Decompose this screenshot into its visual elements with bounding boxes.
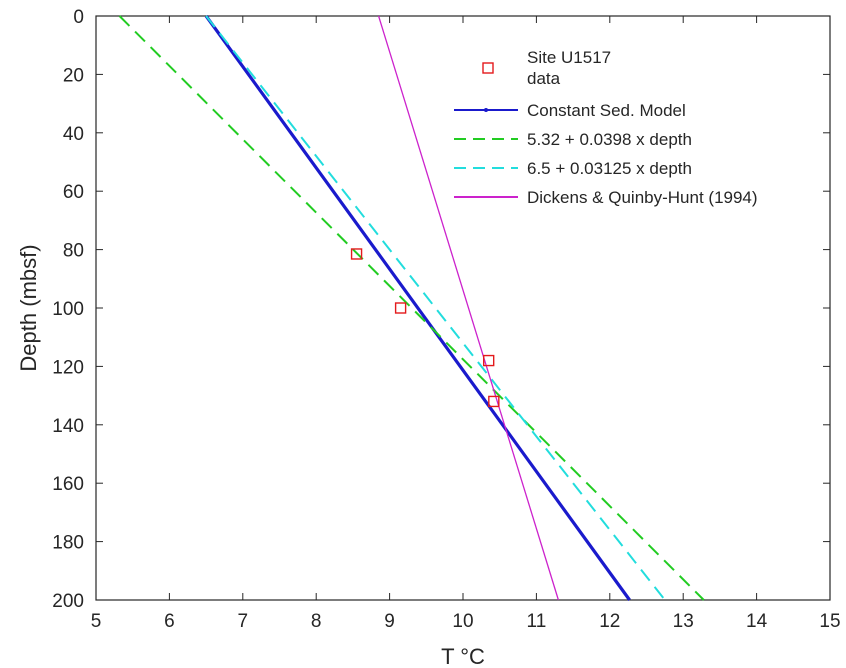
y-tick-label: 200 [52, 591, 84, 612]
legend-item: 5.32 + 0.0398 x depth [454, 130, 692, 149]
x-axis-label: T °C [441, 644, 485, 668]
y-tick-label: 180 [52, 533, 84, 554]
y-axis-label: Depth (mbsf) [16, 244, 41, 371]
y-tick-label: 120 [52, 357, 84, 378]
x-tick-label: 5 [91, 611, 102, 632]
legend-label: data [527, 69, 561, 88]
y-tick-label: 140 [52, 416, 84, 437]
legend-swatch-dot [484, 108, 488, 112]
x-tick-label: 11 [527, 611, 547, 632]
x-tick-label: 10 [452, 611, 473, 632]
x-tick-label: 7 [238, 611, 249, 632]
data-point [482, 354, 495, 367]
data-point [488, 395, 500, 408]
y-tick-label: 40 [63, 124, 84, 145]
x-tick-label: 8 [311, 611, 322, 632]
series-line-4 [377, 15, 560, 601]
y-tick-label: 60 [63, 182, 84, 203]
legend-label: Dickens & Quinby-Hunt (1994) [527, 188, 758, 207]
x-tick-label: 15 [819, 611, 840, 632]
x-tick-label: 13 [673, 611, 694, 632]
series-line-3 [205, 15, 666, 601]
x-tick-label: 6 [164, 611, 175, 632]
series-line-1 [204, 15, 631, 601]
legend-item: Dickens & Quinby-Hunt (1994) [454, 188, 758, 207]
y-tick-label: 20 [63, 65, 84, 86]
legend-label: Constant Sed. Model [527, 101, 686, 120]
y-tick-label: 100 [52, 299, 84, 320]
plot-area [95, 15, 831, 601]
legend-swatch-marker [482, 62, 494, 74]
legend-label: 5.32 + 0.0398 x depth [527, 130, 692, 149]
plot-frame [95, 15, 831, 601]
x-tick-label: 12 [599, 611, 620, 632]
x-tick-label: 14 [746, 611, 768, 632]
legend-label: Site U1517 [527, 48, 611, 67]
legend-item: Constant Sed. Model [454, 101, 686, 120]
y-tick-label: 0 [73, 7, 84, 28]
series-group [118, 15, 705, 601]
legend-item: Site U1517 data [482, 48, 611, 88]
y-tick-label: 80 [63, 241, 84, 262]
axis-ticks: 5 6 7 8 9 10 11 12 13 14 15 0 20 40 60 80 100 120 140 160 18… [52, 7, 840, 632]
legend-label: 6.5 + 0.03125 x depth [527, 159, 692, 178]
legend-item: 6.5 + 0.03125 x depth [454, 159, 692, 178]
y-tick-label: 160 [52, 474, 84, 495]
data-point [394, 302, 407, 314]
series-line-2 [118, 15, 705, 601]
x-tick-label: 9 [384, 611, 395, 632]
legend: Site U1517 data Constant Sed. Model 5.32 + … [454, 48, 758, 207]
data-point [350, 248, 363, 260]
